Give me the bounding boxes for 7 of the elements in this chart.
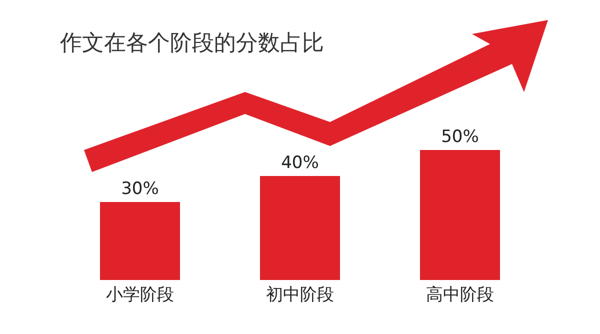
data-label: 30% <box>121 179 159 199</box>
data-label: 50% <box>441 127 479 147</box>
x-tick-label: 初中阶段 <box>266 285 334 306</box>
x-tick-label: 小学阶段 <box>106 285 174 306</box>
chart-title: 作文在各个阶段的分数占比 <box>60 30 324 58</box>
data-label: 40% <box>281 153 319 173</box>
x-tick-label: 高中阶段 <box>426 285 494 306</box>
